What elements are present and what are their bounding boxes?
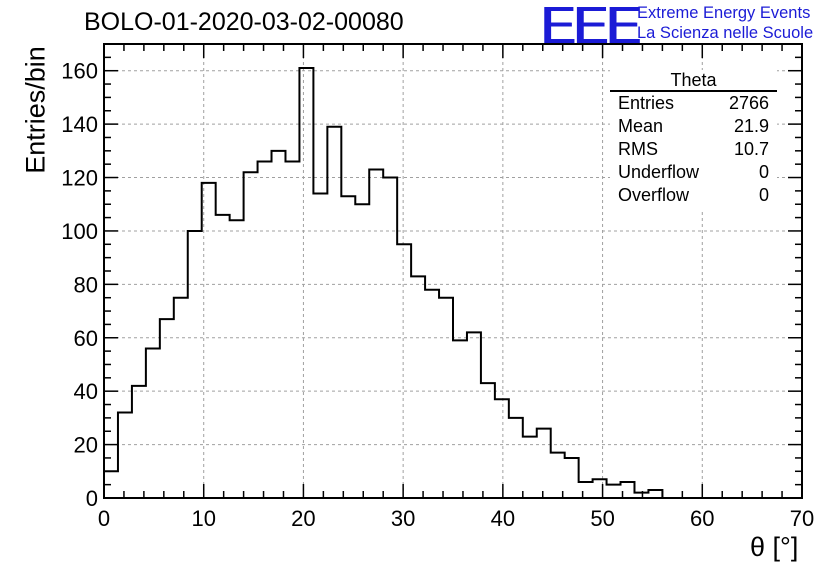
histogram-bin xyxy=(467,332,481,498)
y-axis-label: Entries/bin xyxy=(20,46,51,174)
histogram-bin xyxy=(495,399,509,498)
histogram-bin xyxy=(258,162,272,498)
stat-value: 21.9 xyxy=(733,116,769,136)
stat-value: 0 xyxy=(758,185,769,205)
x-tick-label: 20 xyxy=(291,506,315,531)
histogram-bin xyxy=(593,479,607,498)
stats-title: Theta xyxy=(670,70,717,90)
stat-value: 2766 xyxy=(728,93,769,113)
histogram-bin xyxy=(397,244,411,498)
histogram-bin xyxy=(523,437,537,498)
stat-label: Mean xyxy=(618,116,664,136)
histogram-bin xyxy=(648,490,662,498)
histogram-bin xyxy=(369,170,383,498)
histogram-bin xyxy=(453,340,467,498)
eee-logo: EEE xyxy=(541,0,641,55)
stats-box: Theta Entries 2766 Mean 21.9 RMS 10.7 Un… xyxy=(610,70,777,210)
histogram-bin xyxy=(299,68,313,498)
histogram-bin xyxy=(118,413,132,498)
histogram-bin xyxy=(132,386,146,498)
stat-row-rms: RMS 10.7 xyxy=(618,139,769,162)
histogram-bin xyxy=(341,196,355,498)
histogram-bin xyxy=(174,298,188,498)
histogram-bin xyxy=(481,383,495,498)
stat-row-mean: Mean 21.9 xyxy=(618,116,769,139)
stat-label: Underflow xyxy=(618,162,700,182)
x-tick-label: 0 xyxy=(98,506,110,531)
stat-label: Overflow xyxy=(618,185,690,205)
logo-text-line2: La Scienza nelle Scuole xyxy=(637,24,814,42)
histogram-bin xyxy=(607,485,621,498)
logo-text-line1: Extreme Energy Events xyxy=(637,4,811,22)
histogram-bin xyxy=(216,215,230,498)
stat-row-entries: Entries 2766 xyxy=(618,93,769,116)
chart-title: BOLO-01-2020-03-02-00080 xyxy=(84,8,404,36)
stats-divider xyxy=(610,90,777,92)
histogram-bin xyxy=(188,231,202,498)
histogram-bin xyxy=(285,162,299,498)
histogram-bin xyxy=(146,348,160,498)
y-tick-label: 40 xyxy=(74,379,98,404)
stat-label: RMS xyxy=(618,139,658,159)
x-tick-label: 10 xyxy=(191,506,215,531)
histogram-bin xyxy=(230,220,244,498)
stat-label: Entries xyxy=(618,93,675,113)
y-tick-label: 80 xyxy=(74,272,98,297)
y-tick-label: 60 xyxy=(74,326,98,351)
x-axis-label: θ [°] xyxy=(750,532,799,562)
x-tick-label: 50 xyxy=(590,506,614,531)
y-tick-label: 20 xyxy=(74,433,98,458)
histogram-bin xyxy=(425,290,439,498)
x-tick-label: 30 xyxy=(391,506,415,531)
histogram-bin xyxy=(439,298,453,498)
x-tick-label: 40 xyxy=(491,506,515,531)
histogram-bin xyxy=(537,429,551,498)
histogram-bin xyxy=(509,418,523,498)
histogram-bin xyxy=(272,151,286,498)
histogram-bin xyxy=(160,319,174,498)
x-tick-label: 60 xyxy=(690,506,714,531)
stat-row-underflow: Underflow 0 xyxy=(618,162,769,185)
y-tick-label: 140 xyxy=(61,112,98,137)
y-tick-label: 120 xyxy=(61,166,98,191)
y-tick-label: 160 xyxy=(61,59,98,84)
x-tick-label: 70 xyxy=(790,506,814,531)
histogram-bin xyxy=(244,172,258,498)
histogram-bin xyxy=(202,183,216,498)
histogram-bin xyxy=(383,178,397,498)
histogram-bin xyxy=(565,458,579,498)
stat-row-overflow: Overflow 0 xyxy=(618,185,769,208)
histogram-bin xyxy=(313,194,327,498)
histogram-bin xyxy=(355,204,369,498)
stat-value: 10.7 xyxy=(733,139,769,159)
y-tick-label: 0 xyxy=(86,486,98,511)
histogram-bin xyxy=(327,127,341,498)
histogram-bin xyxy=(579,482,593,498)
histogram-bin xyxy=(411,276,425,498)
stat-value: 0 xyxy=(758,162,769,182)
histogram-line xyxy=(104,67,802,499)
y-tick-label: 100 xyxy=(61,219,98,244)
